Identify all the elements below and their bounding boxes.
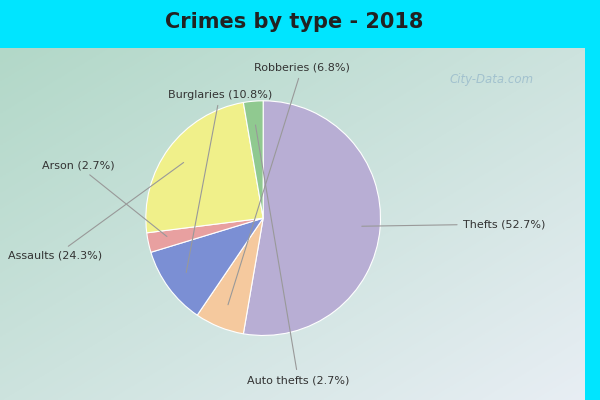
Text: Arson (2.7%): Arson (2.7%)	[41, 160, 167, 236]
Text: City-Data.com: City-Data.com	[450, 74, 534, 86]
Wedge shape	[146, 102, 263, 233]
Text: Assaults (24.3%): Assaults (24.3%)	[8, 162, 184, 261]
Text: Crimes by type - 2018: Crimes by type - 2018	[165, 12, 423, 32]
Text: Thefts (52.7%): Thefts (52.7%)	[362, 219, 545, 229]
Wedge shape	[151, 218, 263, 315]
Wedge shape	[244, 101, 380, 336]
Text: Robberies (6.8%): Robberies (6.8%)	[228, 63, 350, 305]
Wedge shape	[147, 218, 263, 252]
Wedge shape	[197, 218, 263, 334]
Text: Burglaries (10.8%): Burglaries (10.8%)	[167, 90, 272, 272]
Text: Auto thefts (2.7%): Auto thefts (2.7%)	[247, 125, 350, 385]
Wedge shape	[244, 101, 263, 218]
